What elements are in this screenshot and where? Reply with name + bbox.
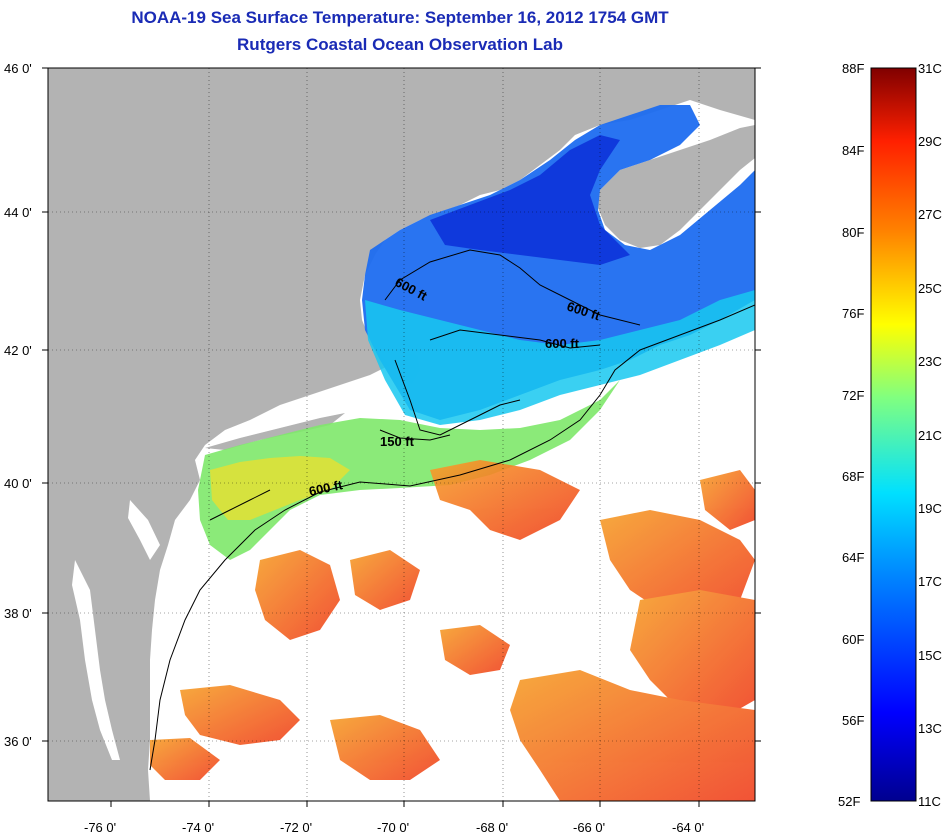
lat-label: 46 0' bbox=[4, 61, 32, 76]
colorbar-f-label: 76F bbox=[842, 306, 864, 321]
sst-shelf-green bbox=[198, 380, 620, 560]
delaware-bay bbox=[128, 500, 160, 560]
bathymetry-contours bbox=[149, 249, 755, 771]
colorbar-f-label: 88F bbox=[842, 61, 864, 76]
colorbar-c-label: 11C bbox=[918, 794, 941, 809]
map-title: NOAA-19 Sea Surface Temperature: Septemb… bbox=[131, 8, 669, 27]
lat-label: 40 0' bbox=[4, 476, 32, 491]
colorbar-c-label: 13C bbox=[918, 721, 942, 736]
colorbar-f-label: 60F bbox=[842, 632, 864, 647]
sst-deep-cold-core bbox=[430, 135, 630, 265]
plot-frame bbox=[47, 67, 756, 802]
lat-label: 42 0' bbox=[4, 343, 32, 358]
contour-label: 600 ft bbox=[308, 477, 345, 499]
colorbar-f-label: 72F bbox=[842, 388, 864, 403]
colorbar-c-label: 27C bbox=[918, 207, 942, 222]
lat-label: 36 0' bbox=[4, 734, 32, 749]
lon-label: -64 0' bbox=[672, 820, 704, 835]
tick-marks bbox=[42, 67, 761, 807]
sst-cyan-band bbox=[365, 290, 755, 425]
lon-label: -70 0' bbox=[377, 820, 409, 835]
colorbar-c-label: 17C bbox=[918, 574, 942, 589]
colorbar-f-label: 80F bbox=[842, 225, 864, 240]
land-nova-scotia bbox=[598, 125, 755, 248]
land-mainland bbox=[48, 68, 755, 801]
colorbar-f-label: 64F bbox=[842, 550, 864, 565]
colorbar bbox=[870, 67, 917, 802]
sst-shelf-yellow bbox=[210, 456, 350, 520]
chesapeake-bay bbox=[72, 560, 120, 760]
colorbar-c-label: 19C bbox=[918, 501, 942, 516]
contour-label: 150 ft bbox=[380, 434, 415, 449]
lon-label: -72 0' bbox=[280, 820, 312, 835]
lat-label: 38 0' bbox=[4, 606, 32, 621]
colorbar-c-label: 25C bbox=[918, 281, 942, 296]
colorbar-f-label: 84F bbox=[842, 143, 864, 158]
lon-label: -68 0' bbox=[476, 820, 508, 835]
lon-label: -66 0' bbox=[573, 820, 605, 835]
contour-label: 600 ft bbox=[545, 336, 580, 351]
colorbar-f-label: 68F bbox=[842, 469, 864, 484]
lon-label: -74 0' bbox=[182, 820, 214, 835]
colorbar-f-label: 56F bbox=[842, 713, 864, 728]
map-subtitle: Rutgers Coastal Ocean Observation Lab bbox=[237, 35, 563, 54]
sst-warm-patches bbox=[150, 460, 755, 801]
colorbar-c-label: 15C bbox=[918, 648, 942, 663]
lat-label: 44 0' bbox=[4, 205, 32, 220]
lon-label: -76 0' bbox=[84, 820, 116, 835]
colorbar-c-label: 29C bbox=[918, 134, 942, 149]
colorbar-f-label: 52F bbox=[838, 794, 860, 809]
colorbar-c-label: 21C bbox=[918, 428, 942, 443]
land-long-island bbox=[205, 413, 345, 450]
colorbar-c-label: 23C bbox=[918, 354, 942, 369]
colorbar-c-label: 31C bbox=[918, 61, 942, 76]
